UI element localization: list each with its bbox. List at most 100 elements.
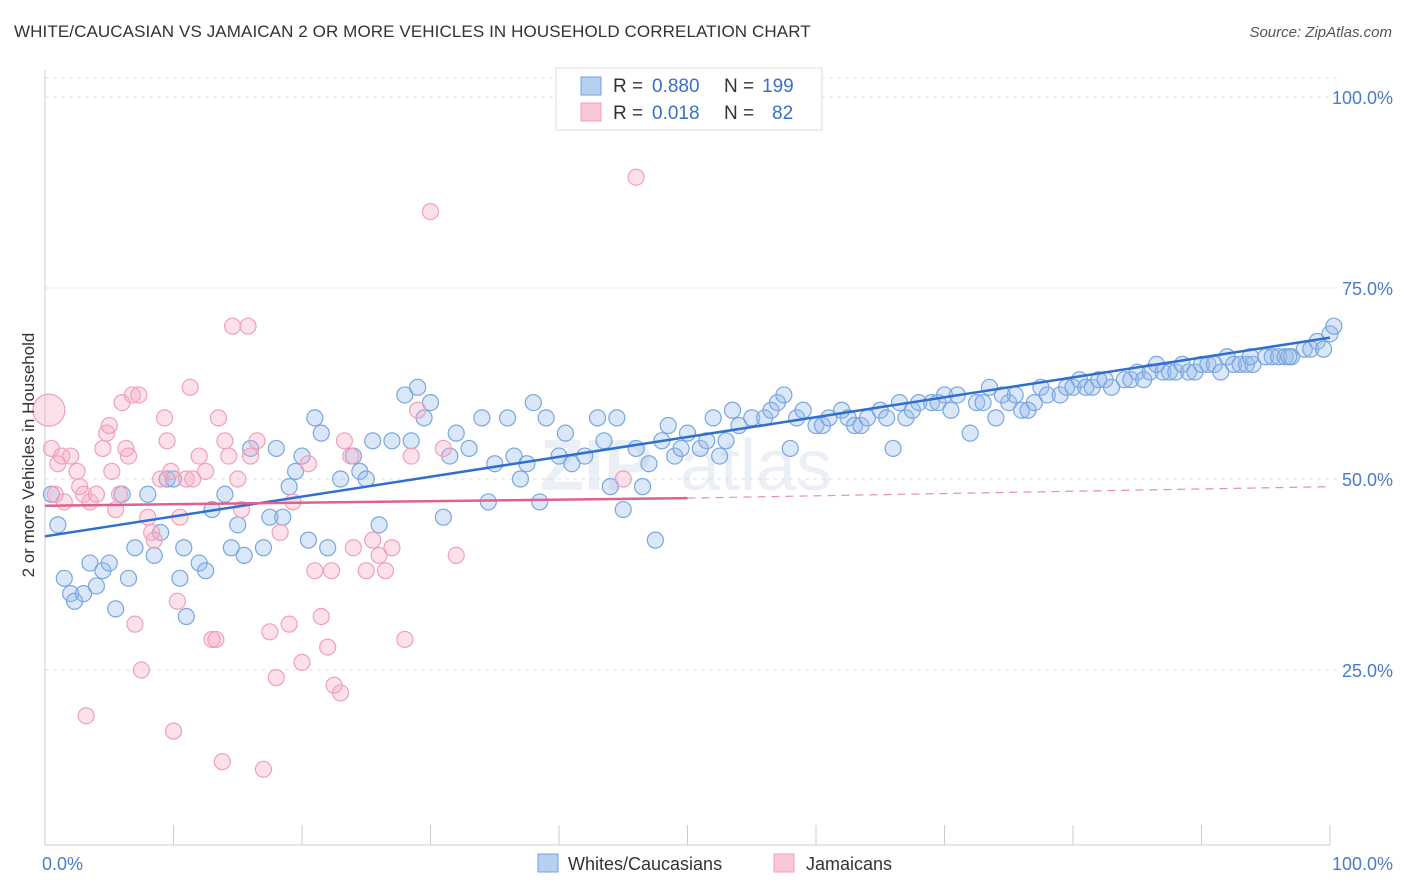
whites-point-6 xyxy=(81,554,99,572)
jamaicans-point-64 xyxy=(322,562,341,580)
jamaicans-point-18 xyxy=(110,485,129,503)
whites-point-121 xyxy=(968,394,986,412)
whites-point-136 xyxy=(1077,378,1095,396)
whites-point-109 xyxy=(878,409,896,427)
whites-point-25 xyxy=(216,485,234,503)
whites-point-1 xyxy=(49,516,67,534)
jamaicans-point-38 xyxy=(184,470,202,488)
whites-point-68 xyxy=(556,424,575,442)
whites-point-10 xyxy=(107,600,125,618)
jamaicans-point-81 xyxy=(614,470,632,488)
y-tick-label-0: 25.0% xyxy=(1342,661,1393,681)
y-tick-label-2: 75.0% xyxy=(1342,279,1393,299)
whites-point-88 xyxy=(711,447,729,465)
jamaicans-trend-extension xyxy=(687,486,1331,499)
y-axis-label: 2 or more Vehicles in Household xyxy=(19,333,38,578)
legend-n-label-2: N = xyxy=(724,103,754,124)
whites-point-35 xyxy=(286,462,305,480)
whites-point-5 xyxy=(74,584,93,603)
jamaicans-point-22 xyxy=(123,386,141,404)
whites-point-156 xyxy=(1225,355,1243,373)
legend-r-value-2: 0.018 xyxy=(652,103,700,124)
jamaicans-point-47 xyxy=(224,317,242,335)
whites-point-141 xyxy=(1115,371,1134,389)
jamaicans-point-80 xyxy=(447,546,465,565)
jamaicans-point-40 xyxy=(197,462,215,480)
whites-point-12 xyxy=(119,569,138,587)
jamaicans-point-16 xyxy=(103,462,121,480)
whites-point-57 xyxy=(473,409,491,427)
whites-point-70 xyxy=(576,447,594,465)
whites-point-32 xyxy=(267,439,285,458)
jamaicans-point-54 xyxy=(261,623,279,641)
jamaicans-point-21 xyxy=(119,447,138,465)
jamaicans-point-5 xyxy=(55,493,73,511)
whites-trend-line xyxy=(44,336,1331,538)
whites-point-33 xyxy=(274,508,292,526)
whites-point-163 xyxy=(1276,348,1294,366)
legend-r-label-2: R = xyxy=(613,103,643,124)
jamaicans-point-79 xyxy=(434,439,452,458)
whites-point-78 xyxy=(640,455,658,473)
whites-point-19 xyxy=(171,569,189,587)
jamaicans-point-72 xyxy=(370,546,388,565)
jamaicans-point-74 xyxy=(383,539,401,557)
axes xyxy=(44,70,1331,846)
whites-point-81 xyxy=(659,416,677,435)
jamaicans-point-36 xyxy=(177,470,195,488)
whites-point-55 xyxy=(447,424,465,442)
source-label: Source: ZipAtlas.com xyxy=(1249,24,1392,41)
whites-point-72 xyxy=(595,432,613,450)
jamaicans-point-43 xyxy=(209,409,228,427)
whites-point-124 xyxy=(987,409,1005,427)
whites-point-97 xyxy=(781,439,799,458)
jamaicans-point-33 xyxy=(164,722,183,740)
watermark-atlas: atlas xyxy=(680,426,832,506)
whites-point-9 xyxy=(100,554,118,572)
whites-point-20 xyxy=(175,539,193,557)
x-tick-labels: 0.0% 100.0% xyxy=(42,854,1393,874)
whites-point-56 xyxy=(460,439,478,458)
jamaicans-point-30 xyxy=(155,409,174,427)
y-tick-label-3: 100.0% xyxy=(1332,88,1393,108)
y-tick-labels: 25.0% 50.0% 75.0% 100.0% xyxy=(1332,88,1393,681)
whites-point-26 xyxy=(222,539,240,557)
whites-point-171 xyxy=(993,386,1011,404)
jamaicans-point-60 xyxy=(299,455,318,473)
whites-point-65 xyxy=(531,493,549,511)
whites-point-39 xyxy=(312,424,330,442)
whites-point-13 xyxy=(126,539,144,557)
jamaicans-point-45 xyxy=(216,432,234,450)
chart-title: WHITE/CAUCASIAN VS JAMAICAN 2 OR MORE VE… xyxy=(14,22,811,41)
jamaicans-point-73 xyxy=(376,562,395,580)
jamaicans-point-76 xyxy=(402,447,420,465)
whites-point-53 xyxy=(434,508,452,526)
jamaicans-point-48 xyxy=(229,470,247,488)
whites-point-23 xyxy=(197,562,215,580)
jamaicans-point-32 xyxy=(162,462,180,480)
y-tick-label-1: 50.0% xyxy=(1342,470,1393,490)
whites-point-150 xyxy=(1180,363,1198,381)
whites-point-62 xyxy=(511,470,530,488)
bottom-legend-swatch-pink xyxy=(773,853,795,873)
whites-point-60 xyxy=(499,409,517,427)
jamaicans-point-68 xyxy=(342,447,360,465)
jamaicans-point-59 xyxy=(293,653,311,671)
jamaicans-point-7 xyxy=(68,462,86,480)
jamaicans-point-66 xyxy=(331,684,350,702)
whites-point-73 xyxy=(601,478,620,496)
jamaicans-point-15 xyxy=(100,416,118,435)
whites-point-170 xyxy=(1325,317,1343,335)
legend-n-value-2: 82 xyxy=(772,103,793,124)
jamaicans-point-23 xyxy=(126,615,144,633)
trend-lines xyxy=(44,336,1331,538)
whites-point-45 xyxy=(364,432,382,450)
jamaicans-point-37 xyxy=(181,378,199,396)
whites-point-59 xyxy=(486,455,504,473)
jamaicans-point-24 xyxy=(130,386,148,404)
legend-r-value-1: 0.880 xyxy=(652,76,700,97)
whites-point-175 xyxy=(1280,348,1298,366)
jamaicans-point-12 xyxy=(87,485,106,503)
whites-point-87 xyxy=(704,409,722,427)
